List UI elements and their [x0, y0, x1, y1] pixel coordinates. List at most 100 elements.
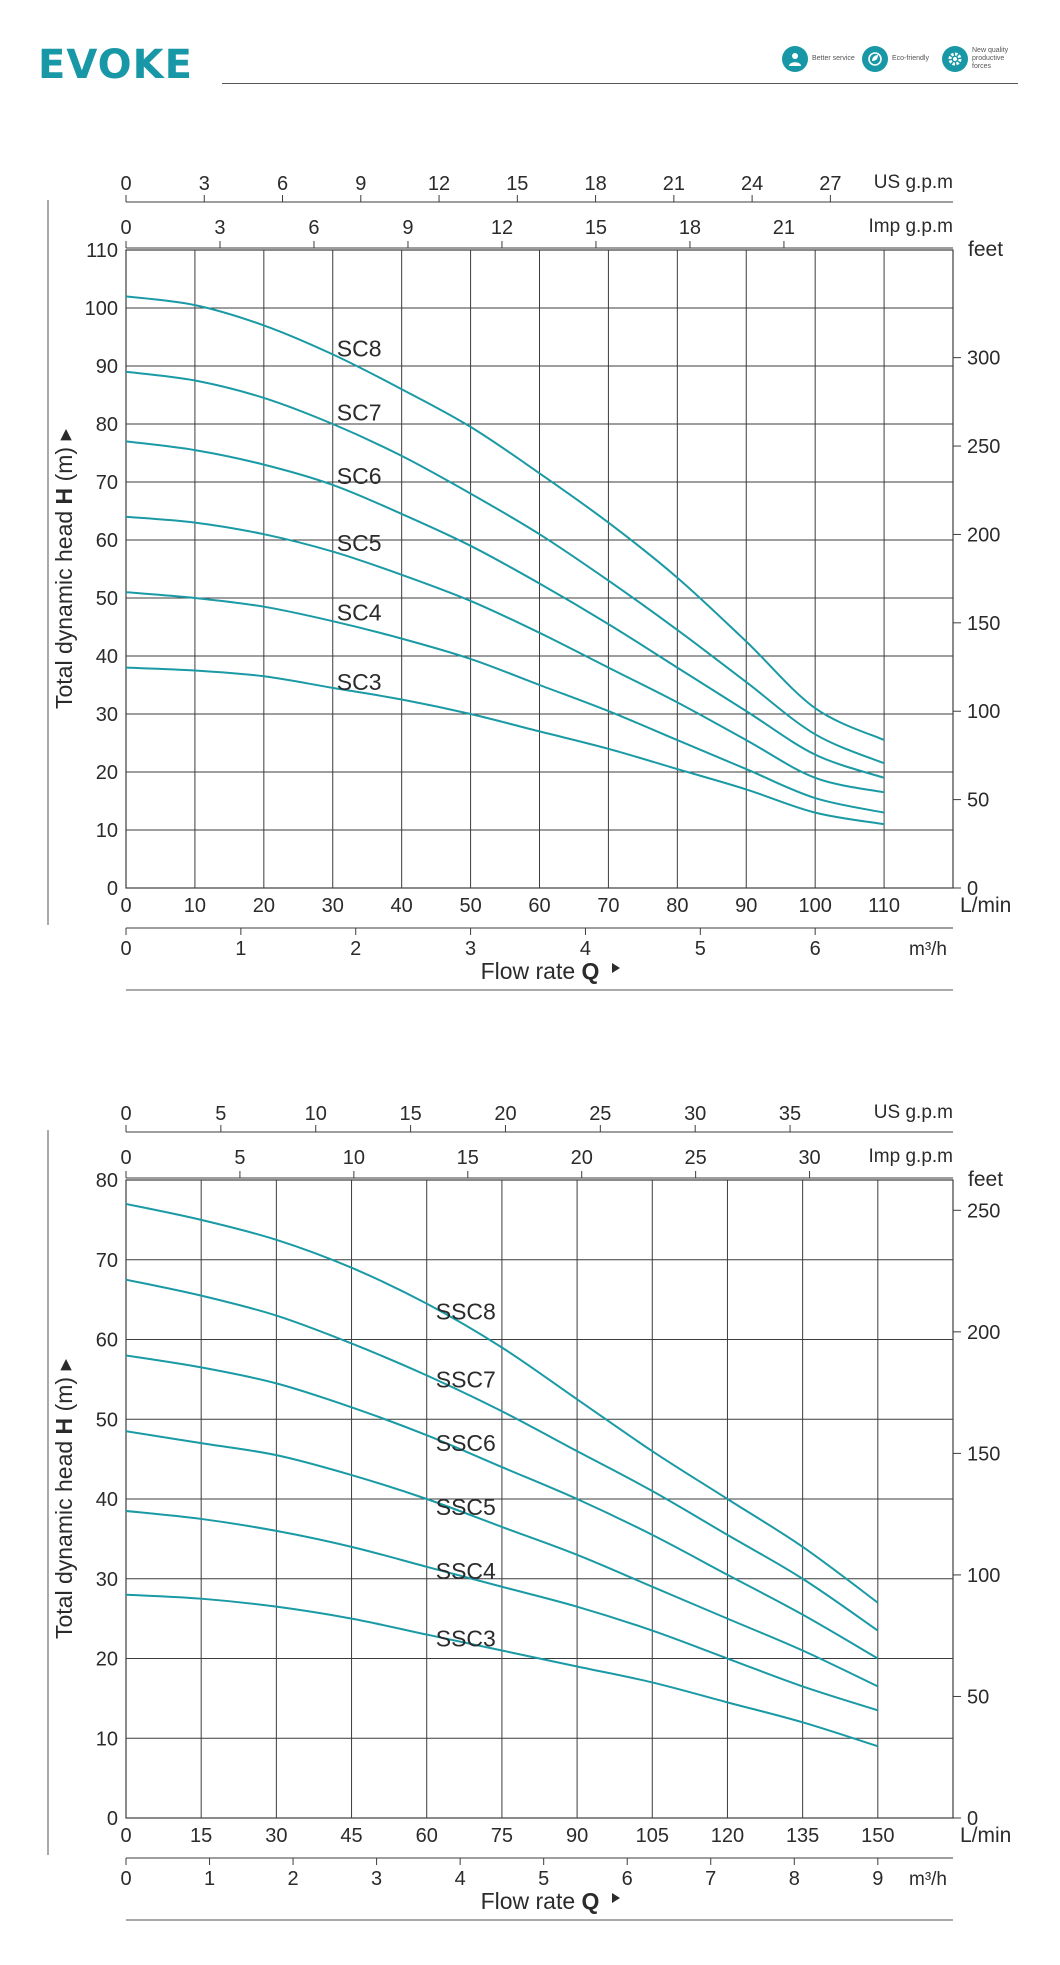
badge-label: Eco-friendly: [892, 55, 929, 62]
x-axis-title: Flow rate Q: [481, 1888, 600, 1914]
us-gpm-tick-label: 3: [199, 173, 210, 195]
x-unit-label: L/min: [960, 894, 1011, 917]
feet-tick-label: 150: [967, 613, 1000, 635]
series-label-sc6: SC6: [337, 463, 382, 489]
m3h-tick-label: 6: [810, 938, 821, 960]
series-label-sc7: SC7: [337, 399, 382, 425]
service-person-icon: [782, 46, 808, 72]
us-gpm-tick-label: 24: [741, 173, 763, 195]
y-tick-label: 10: [96, 820, 118, 842]
x-tick-label: 10: [184, 895, 206, 917]
m3h-tick-label: 1: [235, 938, 246, 960]
y-tick-label: 50: [96, 588, 118, 610]
m3h-tick-label: 5: [538, 1868, 549, 1890]
curve-sc5: [125, 515, 885, 794]
badge-label: New quality productive forces: [972, 47, 1009, 70]
imp-gpm-tick-label: 15: [585, 217, 607, 239]
imp-gpm-unit-label: Imp g.p.m: [869, 1146, 953, 1167]
us-gpm-tick-label: 5: [215, 1103, 226, 1125]
us-gpm-tick-label: 25: [589, 1103, 611, 1125]
x-tick-label: 110: [868, 895, 900, 917]
badge-new-quality: New quality productive forces: [942, 44, 1016, 74]
series-label-ssc8: SSC8: [436, 1299, 496, 1325]
m3h-tick-label: 3: [371, 1868, 382, 1890]
x-tick-label: 0: [120, 1825, 131, 1847]
m3h-tick-label: 7: [705, 1868, 716, 1890]
x-tick-label: 135: [786, 1825, 819, 1847]
curve-sc6: [125, 440, 885, 779]
imp-gpm-tick-label: 20: [571, 1147, 593, 1169]
m3h-tick-label: 9: [872, 1868, 883, 1890]
m3h-tick-label: 4: [455, 1868, 466, 1890]
feet-tick-label: 0: [967, 878, 978, 900]
imp-gpm-tick-label: 18: [679, 217, 701, 239]
imp-gpm-tick-label: 30: [798, 1147, 820, 1169]
x-tick-label: 100: [798, 895, 831, 917]
x-tick-label: 80: [666, 895, 688, 917]
x-tick-label: 60: [416, 1825, 438, 1847]
feet-tick-label: 50: [967, 1686, 989, 1708]
imp-gpm-tick-label: 9: [402, 217, 413, 239]
feet-tick-label: 50: [967, 790, 989, 812]
feet-unit-label: feet: [968, 238, 1003, 261]
curve-sc8: [125, 295, 885, 742]
us-gpm-tick-label: 15: [399, 1103, 421, 1125]
curve-ssc6: [125, 1354, 879, 1660]
x-tick-label: 75: [491, 1825, 513, 1847]
m3h-tick-label: 0: [120, 938, 131, 960]
x-tick-label: 30: [322, 895, 344, 917]
m3h-tick-label: 2: [350, 938, 361, 960]
series-label-ssc6: SSC6: [436, 1430, 496, 1456]
y-tick-label: 50: [96, 1409, 118, 1431]
series-label-ssc4: SSC4: [436, 1558, 496, 1584]
us-gpm-tick-label: 30: [684, 1103, 706, 1125]
feet-tick-label: 200: [967, 1322, 1000, 1344]
series-label-ssc3: SSC3: [436, 1626, 496, 1652]
m3h-tick-label: 0: [120, 1868, 131, 1890]
curve-ssc4: [125, 1509, 879, 1712]
feet-tick-label: 200: [967, 524, 1000, 546]
curve-sc3: [125, 666, 885, 826]
y-tick-label: 30: [96, 704, 118, 726]
m3h-tick-label: 3: [465, 938, 476, 960]
y-axis-title: Total dynamic head H (m) ▸: [51, 1359, 77, 1639]
page-header: EVOKE Better service Eco-friendly New qu…: [0, 0, 1060, 110]
x-tick-label: 20: [253, 895, 275, 917]
feet-tick-label: 100: [967, 701, 1000, 723]
x-tick-label: 90: [566, 1825, 588, 1847]
y-tick-label: 20: [96, 1649, 118, 1671]
series-label-sc8: SC8: [337, 336, 382, 362]
imp-gpm-tick-label: 6: [308, 217, 319, 239]
curve-ssc8: [125, 1202, 879, 1604]
m3h-tick-label: 6: [622, 1868, 633, 1890]
y-axis-title: Total dynamic head H (m) ▸: [51, 429, 77, 709]
x-tick-label: 45: [340, 1825, 362, 1847]
m3h-tick-label: 4: [580, 938, 591, 960]
y-tick-label: 0: [107, 1808, 118, 1830]
eco-leaf-icon: [862, 46, 888, 72]
y-tick-label: 40: [96, 1489, 118, 1511]
curve-ssc5: [125, 1430, 879, 1688]
imp-gpm-tick-label: 3: [214, 217, 225, 239]
feet-tick-label: 100: [967, 1565, 1000, 1587]
imp-gpm-tick-label: 15: [457, 1147, 479, 1169]
us-gpm-tick-label: 0: [120, 173, 131, 195]
y-tick-label: 10: [96, 1728, 118, 1750]
feet-tick-label: 250: [967, 1200, 1000, 1222]
x-tick-label: 40: [391, 895, 413, 917]
y-tick-label: 40: [96, 646, 118, 668]
x-axis-arrow-icon: [612, 963, 620, 973]
y-tick-label: 60: [96, 1330, 118, 1352]
series-label-sc5: SC5: [337, 530, 382, 556]
feet-tick-label: 150: [967, 1443, 1000, 1465]
us-gpm-tick-label: 0: [120, 1103, 131, 1125]
us-gpm-tick-label: 10: [305, 1103, 327, 1125]
y-tick-label: 20: [96, 762, 118, 784]
x-tick-label: 70: [597, 895, 619, 917]
series-label-sc3: SC3: [337, 669, 382, 695]
y-tick-label: 70: [96, 1250, 118, 1272]
plot-frame: [125, 249, 954, 889]
imp-gpm-tick-label: 0: [120, 1147, 131, 1169]
series-label-sc4: SC4: [337, 600, 382, 626]
